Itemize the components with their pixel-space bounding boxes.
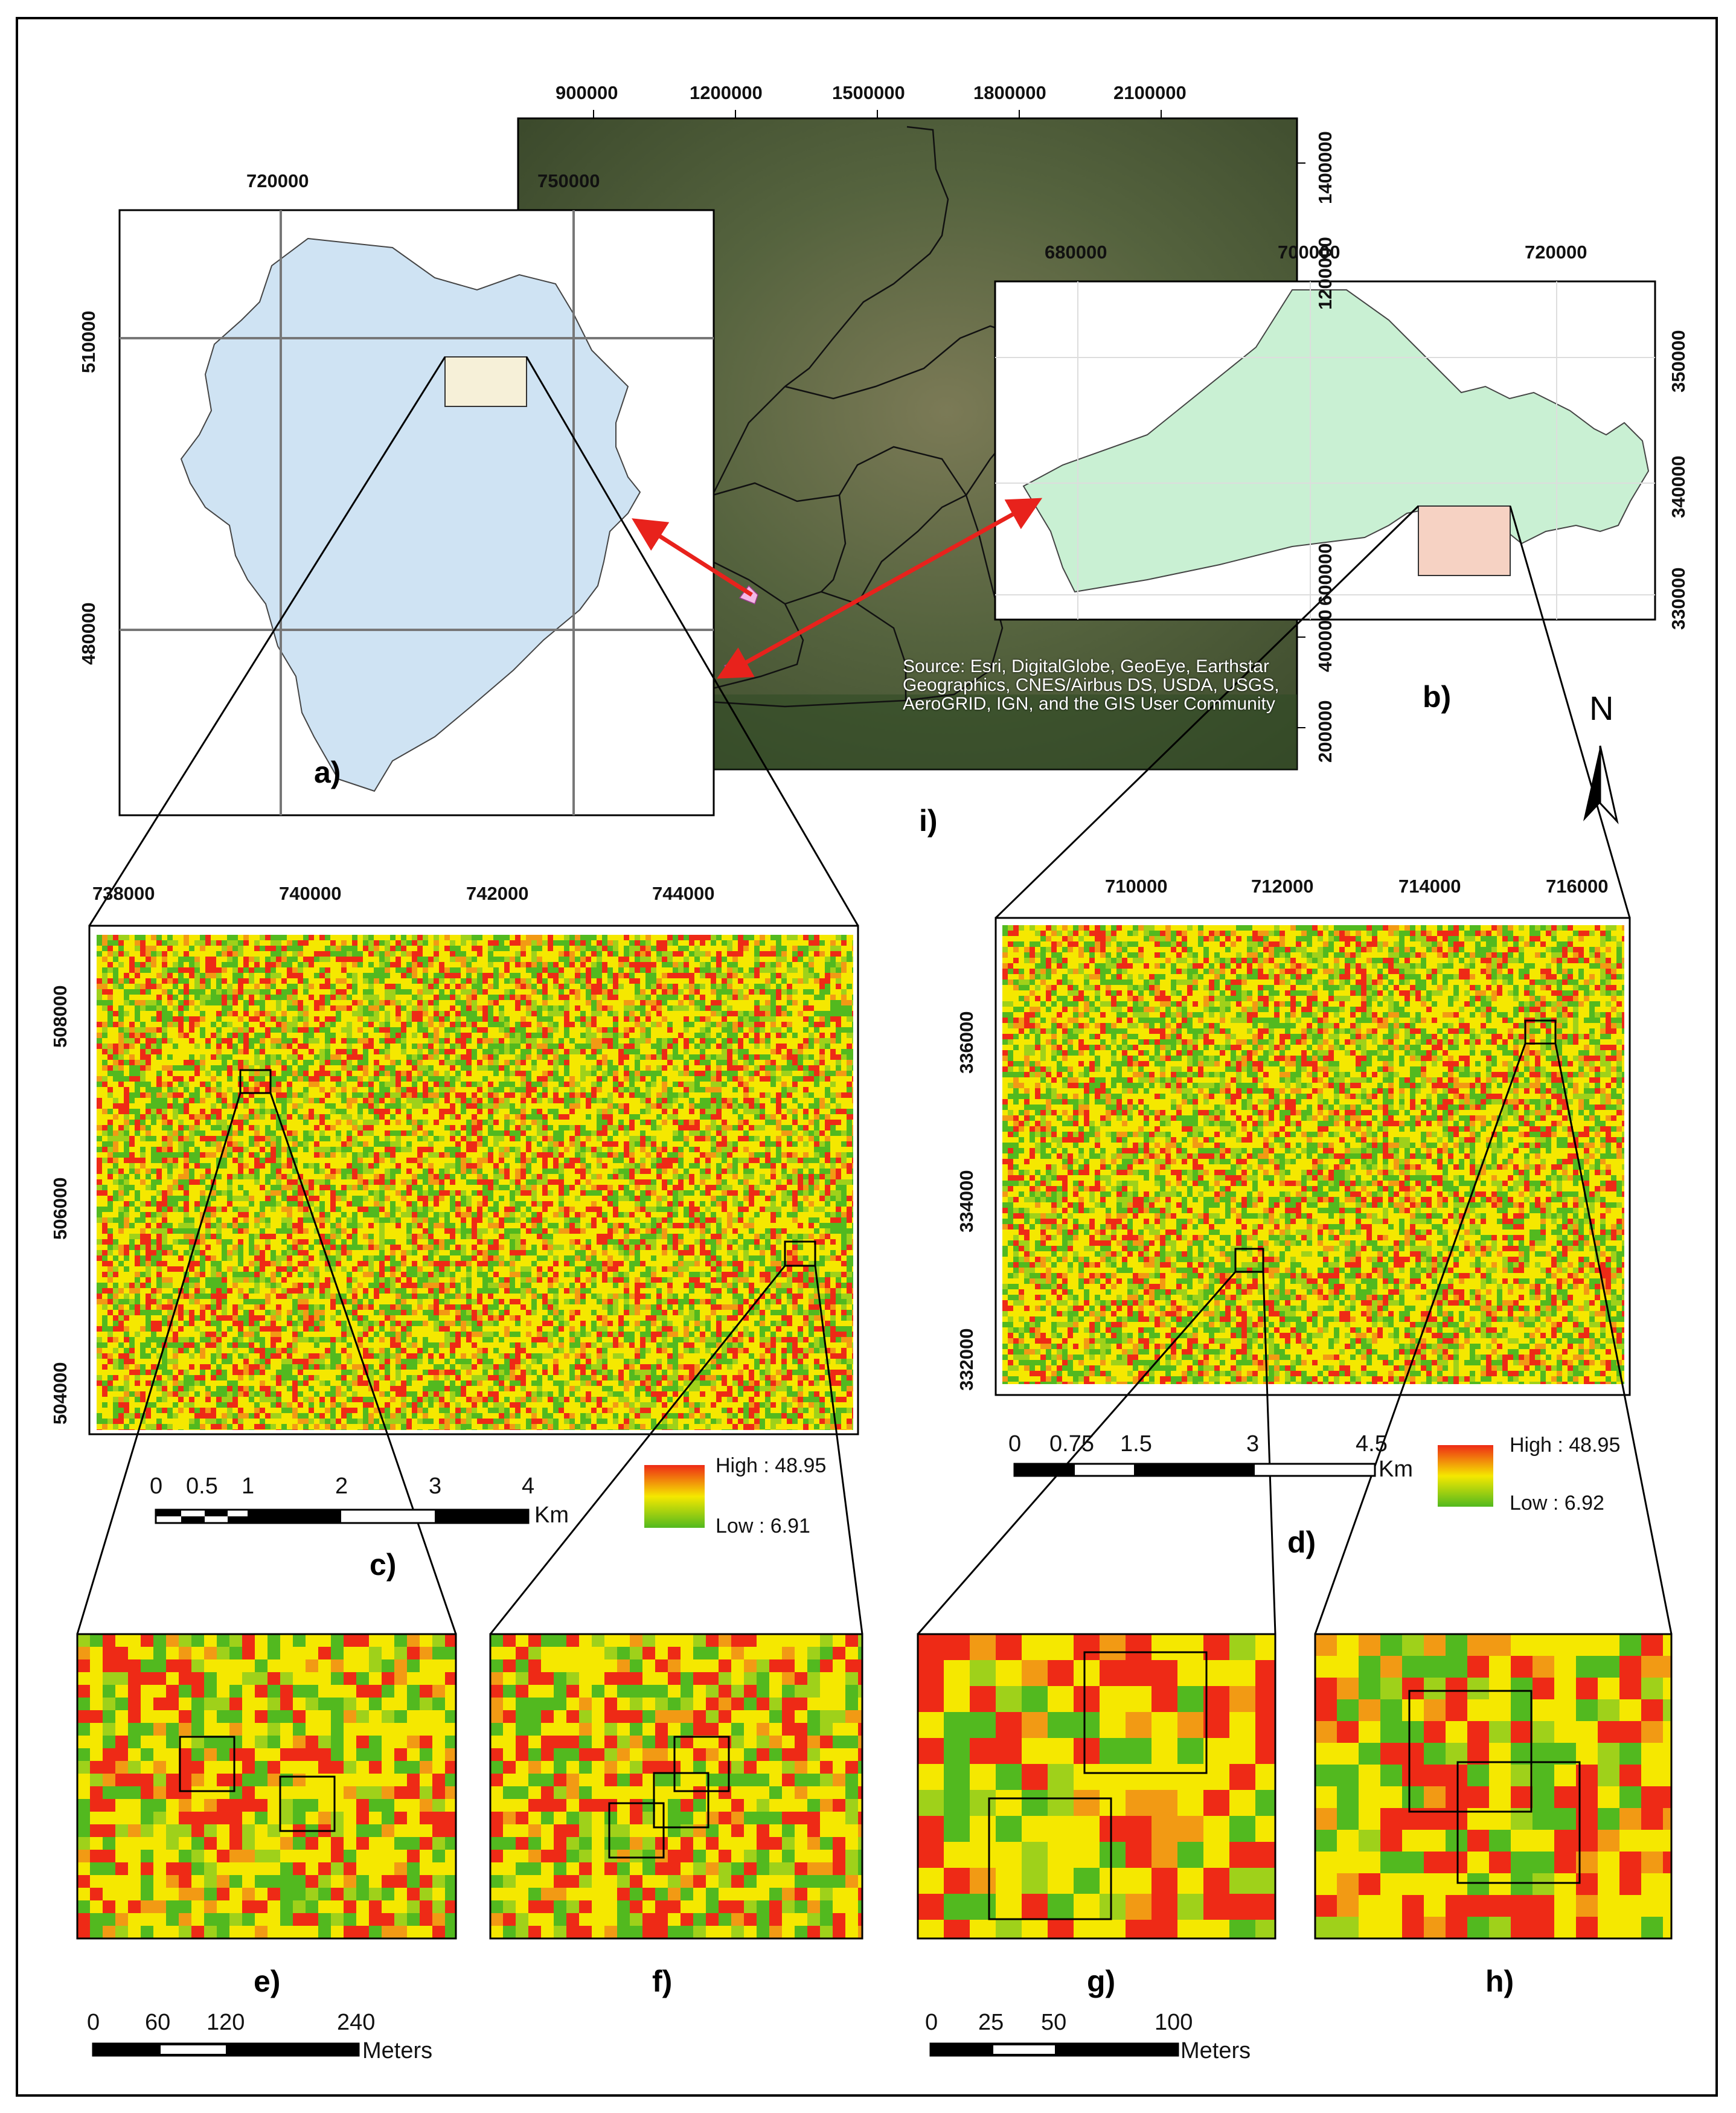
map-c-y-tick: 504000	[50, 1358, 71, 1425]
scale-d-tick: 4.5	[1356, 1431, 1388, 1457]
scalebar-ef	[93, 2044, 359, 2056]
legend-c-low: Low : 6.91	[716, 1515, 810, 1538]
map-c	[89, 926, 858, 1434]
map-d-x-tick: 712000	[1251, 876, 1313, 897]
scale-c-tick: 4	[522, 1473, 534, 1499]
figure-canvas	[0, 0, 1736, 2113]
map-d	[996, 918, 1630, 1395]
map-source-credit: Source: Esri, DigitalGlobe, GeoEye, Eart…	[903, 657, 1289, 713]
map-i-y-tick: 600000	[1315, 539, 1336, 606]
panel-f	[490, 1634, 862, 1938]
map-c-y-tick: 506000	[50, 1173, 71, 1240]
scale-c-tick: 3	[429, 1473, 441, 1499]
north-label: N	[1589, 688, 1613, 728]
scalebar-gh	[930, 2044, 1178, 2056]
panel-label-a: a)	[314, 755, 341, 790]
map-b-y-tick: 350000	[1668, 326, 1690, 393]
map-b-y-tick: 340000	[1668, 452, 1690, 518]
map-d-y-tick: 336000	[956, 1007, 978, 1074]
scale-c-tick: 2	[335, 1473, 348, 1499]
scale-d-tick: 1.5	[1120, 1431, 1152, 1457]
scale-c-tick: 0.5	[186, 1473, 218, 1499]
map-a-x-tick: 750000	[537, 170, 600, 192]
map-i-y-tick: 200000	[1315, 696, 1336, 763]
scale-gh-tick: 25	[978, 2010, 1004, 2036]
panel-h	[1315, 1634, 1671, 1938]
scale-gh-tick: 50	[1041, 2010, 1066, 2036]
map-i-x-tick: 2100000	[1113, 82, 1187, 104]
map-d-x-tick: 710000	[1105, 876, 1167, 897]
map-a-y-tick: 510000	[78, 307, 100, 373]
study-area-inset-a	[445, 357, 527, 406]
scale-gh-tick: 0	[925, 2010, 938, 2036]
map-i-y-tick: 400000	[1315, 606, 1336, 672]
legend-c-ramp	[644, 1465, 705, 1528]
raster-d	[1002, 925, 1624, 1384]
scale-ef-unit: Meters	[362, 2038, 432, 2064]
scale-c-tick: 0	[150, 1473, 162, 1499]
scale-ef-tick: 0	[87, 2010, 100, 2036]
panel-label-b: b)	[1423, 679, 1451, 714]
panel-label-c: c)	[370, 1547, 396, 1582]
map-b-x-tick: 720000	[1525, 242, 1587, 263]
panel-label-d: d)	[1287, 1525, 1316, 1560]
legend-d-low: Low : 6.92	[1510, 1492, 1604, 1515]
panel-label-i: i)	[919, 803, 938, 838]
map-c-y-tick: 508000	[50, 981, 71, 1048]
scale-gh-tick: 100	[1155, 2010, 1193, 2036]
legend-d-ramp	[1438, 1445, 1493, 1507]
raster-c	[97, 935, 853, 1430]
map-c-x-tick: 740000	[279, 883, 341, 905]
panel-label-f: f)	[652, 1964, 672, 1999]
legend-d-high: High : 48.95	[1510, 1434, 1620, 1457]
scale-c-tick: 1	[242, 1473, 254, 1499]
map-c-x-tick: 742000	[466, 883, 528, 905]
map-d-y-tick: 334000	[956, 1166, 978, 1233]
map-a-y-tick: 480000	[78, 598, 100, 665]
map-b-y-tick: 330000	[1668, 563, 1690, 630]
map-d-x-tick: 716000	[1546, 876, 1608, 897]
panel-label-e: e)	[254, 1964, 280, 1999]
scale-d-tick: 0	[1008, 1431, 1021, 1457]
legend-c-high: High : 48.95	[716, 1454, 826, 1478]
scale-ef-tick: 60	[145, 2010, 170, 2036]
map-i-x-tick: 1800000	[973, 82, 1046, 104]
panel-label-g: g)	[1087, 1964, 1115, 1999]
map-a-x-tick: 720000	[246, 170, 309, 192]
map-i-x-tick: 1200000	[690, 82, 763, 104]
map-i-y-tick: 1400000	[1315, 126, 1336, 204]
panel-label-h: h)	[1485, 1964, 1514, 1999]
panel-g	[918, 1634, 1275, 1938]
map-i-x-tick: 1500000	[832, 82, 905, 104]
scale-d-tick: 0.75	[1049, 1431, 1094, 1457]
map-b-x-tick: 700000	[1278, 242, 1340, 263]
map-b-x-tick: 680000	[1045, 242, 1107, 263]
map-c-x-tick: 738000	[92, 883, 155, 905]
map-a	[120, 210, 714, 815]
map-d-x-tick: 714000	[1398, 876, 1461, 897]
map-i-x-tick: 900000	[556, 82, 618, 104]
scale-d-tick: 3	[1246, 1431, 1259, 1457]
study-area-inset-b	[1418, 506, 1510, 576]
scale-d-unit: Km	[1379, 1457, 1413, 1483]
scale-c-unit: Km	[534, 1502, 569, 1528]
scale-gh-unit: Meters	[1180, 2038, 1251, 2064]
scalebar-c	[156, 1510, 528, 1523]
scalebar-d	[1014, 1464, 1375, 1476]
map-c-x-tick: 744000	[652, 883, 714, 905]
scale-ef-tick: 120	[207, 2010, 245, 2036]
scale-ef-tick: 240	[337, 2010, 375, 2036]
map-d-y-tick: 332000	[956, 1324, 978, 1391]
panel-e	[77, 1634, 456, 1938]
